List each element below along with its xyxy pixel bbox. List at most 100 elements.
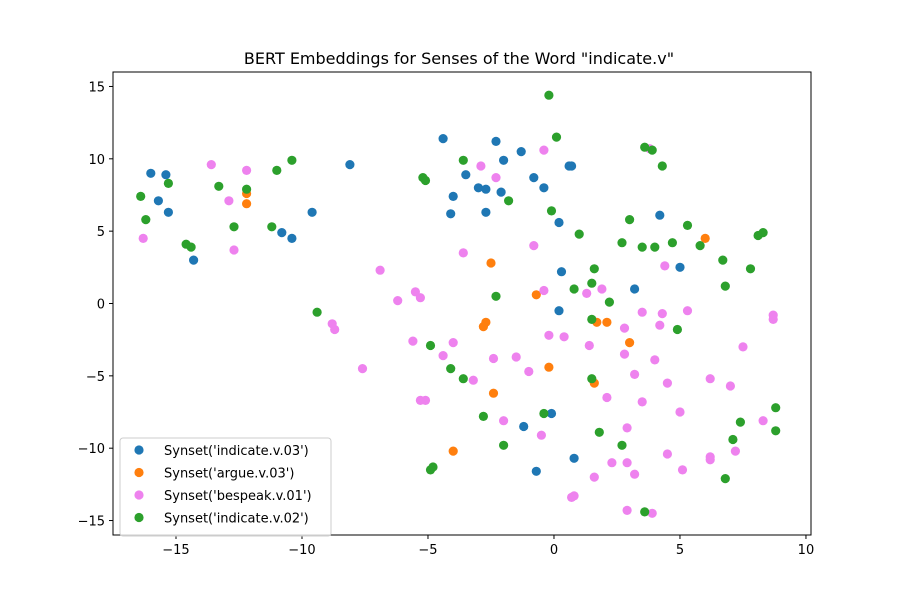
series-2-point-65 xyxy=(622,505,632,515)
series-2-point-53 xyxy=(675,407,685,417)
series-3-point-39 xyxy=(637,242,647,252)
series-3-point-31 xyxy=(589,264,599,274)
series-0-point-29 xyxy=(675,262,685,272)
series-2-point-19 xyxy=(491,173,501,183)
series-3-point-49 xyxy=(720,281,730,291)
series-3-point-24 xyxy=(539,408,549,419)
x-tick-label-4: 5 xyxy=(676,543,684,558)
series-2-point-35 xyxy=(584,340,594,351)
series-3-point-50 xyxy=(720,474,730,484)
series-3-point-27 xyxy=(551,132,562,142)
series-2-point-54 xyxy=(677,465,688,475)
series-2-point-36 xyxy=(589,472,599,482)
series-0-point-8 xyxy=(345,160,355,170)
y-tick-label-1: −10 xyxy=(78,442,105,457)
series-3-point-52 xyxy=(735,417,746,427)
series-3-point-15 xyxy=(446,364,456,374)
series-3-point-21 xyxy=(504,196,514,206)
series-2-point-42 xyxy=(622,458,632,468)
series-2-point-39 xyxy=(619,323,630,333)
series-3-point-17 xyxy=(458,155,468,165)
series-2-point-23 xyxy=(511,352,521,362)
series-0-point-25 xyxy=(556,267,567,277)
series-0-point-9 xyxy=(438,134,448,144)
legend-marker-1 xyxy=(134,467,144,478)
series-0-point-14 xyxy=(481,184,491,194)
series-3-point-23 xyxy=(428,462,438,472)
axes: −15 −10 −5 0 5 10 −15 −10 −5 0 5 10 15 xyxy=(78,71,814,558)
legend-marker-3 xyxy=(134,512,144,523)
series-2-point-29 xyxy=(539,145,549,155)
series-2-point-24 xyxy=(524,366,534,377)
series-2-point-60 xyxy=(730,446,741,456)
series-3-point-16 xyxy=(458,374,468,384)
series-2-point-33 xyxy=(582,288,592,298)
series-2-point-5 xyxy=(375,265,385,275)
series-0-point-28 xyxy=(655,210,665,220)
x-tick-label-1: −10 xyxy=(288,543,315,558)
legend-marker-2 xyxy=(134,490,144,500)
series-0-point-3 xyxy=(163,207,173,217)
series-3-point-19 xyxy=(491,291,501,301)
series-2-point-21 xyxy=(488,353,499,364)
series-3-point-9 xyxy=(272,165,282,175)
series-2-point-11 xyxy=(357,364,368,374)
series-2-point-6 xyxy=(393,296,403,306)
series-0-point-5 xyxy=(277,228,287,238)
series-0-point-4 xyxy=(189,255,199,265)
series-3-point-40 xyxy=(640,142,650,152)
legend-label-0: Synset('indicate.v.03') xyxy=(164,444,309,459)
series-2-point-44 xyxy=(630,469,640,479)
series-2-point-16 xyxy=(448,338,458,348)
series-0-point-1 xyxy=(161,170,171,180)
series-0-point-18 xyxy=(499,155,509,165)
series-2-point-22 xyxy=(499,416,509,426)
series-0-point-30 xyxy=(546,408,557,419)
series-3-point-28 xyxy=(569,284,579,294)
plot-area xyxy=(136,90,781,518)
series-0-point-15 xyxy=(481,207,491,217)
series-3-point-53 xyxy=(745,264,756,274)
series-2-point-15 xyxy=(438,351,448,361)
series-2-point-17 xyxy=(468,375,478,385)
series-0-point-17 xyxy=(496,187,506,197)
series-2-point-40 xyxy=(619,349,630,359)
series-3-point-20 xyxy=(499,440,509,450)
series-2-point-46 xyxy=(637,397,647,407)
series-1-point-11 xyxy=(602,317,612,327)
series-0-point-2 xyxy=(153,196,163,206)
series-3-point-35 xyxy=(604,297,615,307)
series-3-point-26 xyxy=(546,206,557,216)
series-0-point-33 xyxy=(569,453,579,463)
series-3-point-29 xyxy=(574,229,584,239)
legend: Synset('indicate.v.03') Synset('argue.v.0… xyxy=(119,437,332,537)
series-3-point-34 xyxy=(594,427,604,437)
series-3-point-57 xyxy=(771,426,781,436)
series-1-point-12 xyxy=(625,338,635,348)
series-1-point-13 xyxy=(700,233,710,243)
series-2-point-52 xyxy=(662,449,673,459)
series-2-point-59 xyxy=(725,381,736,391)
series-0-point-27 xyxy=(630,284,640,294)
series-2-point-28 xyxy=(544,330,554,340)
series-3-point-46 xyxy=(682,220,693,230)
series-2-point-62 xyxy=(758,416,768,426)
series-0-point-22 xyxy=(554,217,564,228)
series-2-point-50 xyxy=(660,261,670,271)
series-0-point-26 xyxy=(554,306,564,316)
series-3-point-43 xyxy=(657,161,667,171)
series-2-point-66 xyxy=(647,508,657,518)
series-2-point-45 xyxy=(637,307,647,317)
series-0-point-0 xyxy=(146,168,156,178)
series-2-point-56 xyxy=(705,374,715,384)
legend-marker-0 xyxy=(134,445,144,455)
legend-label-1: Synset('argue.v.03') xyxy=(164,467,294,482)
series-1-point-8 xyxy=(448,446,458,456)
series-0-point-16 xyxy=(491,136,501,146)
series-2-point-18 xyxy=(476,161,486,171)
series-3-point-41 xyxy=(647,145,657,155)
y-tick-label-0: −15 xyxy=(78,515,105,530)
y-tick-label-3: 0 xyxy=(97,298,105,313)
series-3-point-42 xyxy=(650,242,660,252)
series-2-point-32 xyxy=(569,491,579,501)
